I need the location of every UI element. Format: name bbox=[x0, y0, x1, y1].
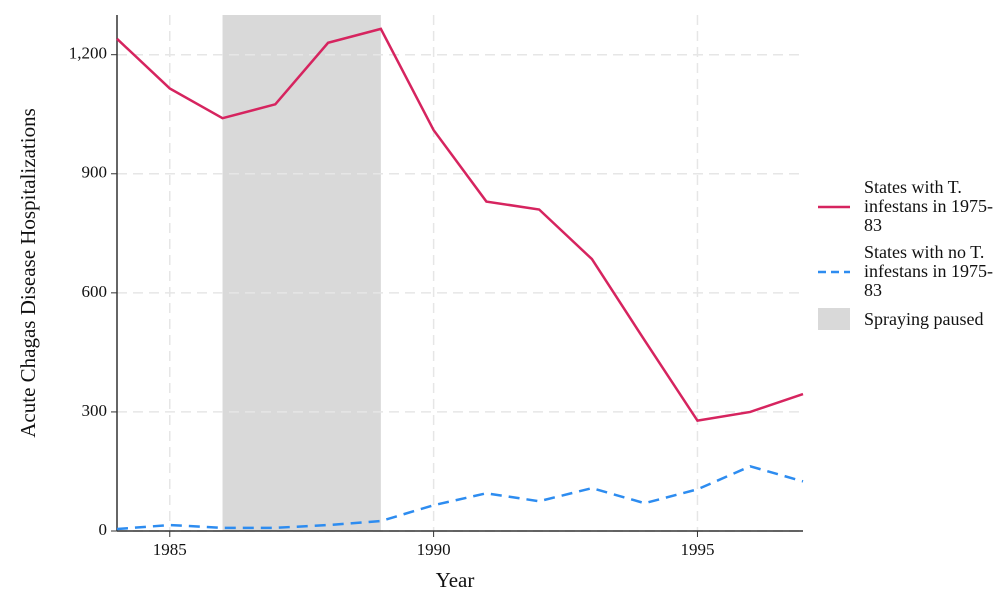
y-axis-label: Acute Chagas Disease Hospitalizations bbox=[16, 108, 40, 438]
legend-item: States with T. infestans in 1975-83 bbox=[818, 178, 1000, 235]
legend-key bbox=[818, 261, 850, 283]
y-tick-label: 300 bbox=[82, 401, 108, 420]
legend-label: Spraying paused bbox=[864, 308, 984, 329]
x-tick-label: 1995 bbox=[680, 540, 714, 559]
legend-swatch bbox=[818, 270, 850, 273]
y-tick-label: 0 bbox=[99, 520, 108, 539]
legend-label: States with no T. infestans in 1975-83 bbox=[864, 242, 993, 300]
legend: States with T. infestans in 1975-83 State… bbox=[818, 178, 1000, 338]
legend-key bbox=[818, 308, 850, 330]
shaded-region bbox=[222, 15, 381, 531]
legend-label: States with T. infestans in 1975-83 bbox=[864, 177, 993, 235]
legend-key bbox=[818, 196, 850, 218]
y-tick-label: 600 bbox=[82, 282, 108, 301]
legend-item: States with no T. infestans in 1975-83 bbox=[818, 243, 1000, 300]
legend-swatch bbox=[818, 205, 850, 208]
y-tick-label: 1,200 bbox=[69, 44, 107, 63]
x-axis-label: Year bbox=[436, 568, 475, 592]
legend-swatch bbox=[818, 308, 850, 330]
x-tick-label: 1985 bbox=[153, 540, 187, 559]
series-line bbox=[116, 464, 804, 531]
y-tick-label: 900 bbox=[82, 163, 108, 182]
series-line bbox=[116, 27, 804, 423]
legend-item: Spraying paused bbox=[818, 308, 1000, 330]
x-tick-label: 1990 bbox=[417, 540, 451, 559]
